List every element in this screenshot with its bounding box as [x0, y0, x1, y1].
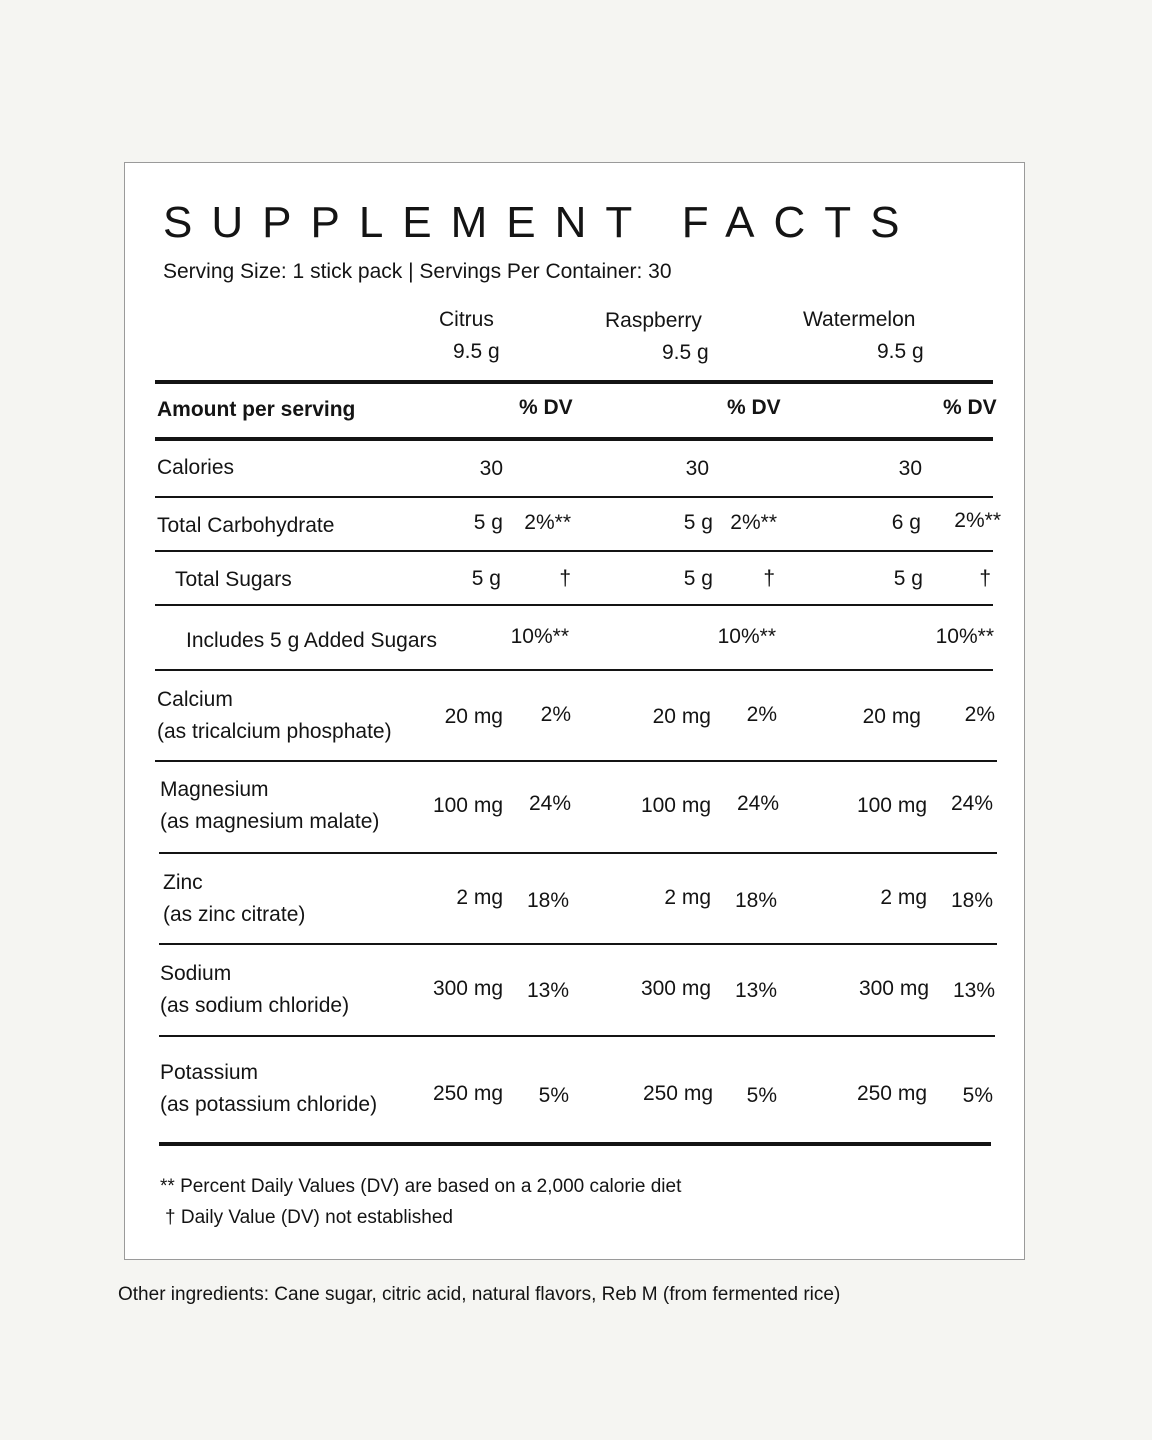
nutrient-amount: 250 mg	[642, 1082, 713, 1105]
nutrient-dv: 2%	[964, 703, 995, 726]
nutrient-amount: 2 mg	[880, 886, 927, 909]
serving-info: Serving Size: 1 stick pack | Servings Pe…	[163, 260, 672, 283]
nutrient-dv: 10%**	[717, 625, 776, 648]
nutrient-amount: 6 g	[891, 511, 921, 534]
dagger-mark: †	[979, 567, 991, 590]
row-divider	[159, 943, 997, 945]
nutrient-label: Total Sugars	[175, 568, 292, 591]
header-thick-rule	[155, 437, 993, 441]
row-divider	[155, 550, 993, 552]
nutrient-dv: 2%**	[954, 509, 1001, 532]
row-divider	[155, 760, 997, 762]
nutrient-dv: 5%	[746, 1084, 777, 1107]
nutrient-dv: 18%	[950, 889, 993, 912]
nutrient-dv: 24%	[736, 792, 779, 815]
nutrient-dv: 5%	[538, 1084, 569, 1107]
nutrient-amount: 20 mg	[444, 705, 503, 728]
nutrient-source: (as sodium chloride)	[160, 994, 350, 1017]
dagger-mark: †	[763, 567, 775, 590]
nutrient-dv: 5%	[962, 1084, 993, 1107]
nutrient-dv: 2%	[746, 703, 777, 726]
row-divider	[155, 669, 993, 671]
column-weight-watermelon: 9.5 g	[877, 340, 924, 363]
nutrient-source: (as zinc citrate)	[163, 903, 306, 926]
dv-header-citrus: % DV	[519, 396, 573, 419]
nutrient-amount: 5 g	[471, 567, 501, 590]
nutrient-amount: 30	[685, 457, 709, 480]
nutrient-amount: 250 mg	[432, 1082, 503, 1105]
nutrient-amount: 250 mg	[856, 1082, 927, 1105]
nutrient-dv: 18%	[526, 889, 569, 912]
row-divider	[159, 1035, 995, 1037]
nutrient-dv: 2%	[540, 703, 571, 726]
nutrient-dv: 2%**	[524, 511, 571, 534]
nutrient-dv: 13%	[526, 979, 569, 1002]
column-name-watermelon: Watermelon	[803, 308, 916, 331]
dv-header-raspberry: % DV	[727, 396, 781, 419]
nutrient-dv: 24%	[528, 792, 571, 815]
nutrient-amount: 5 g	[683, 511, 713, 534]
nutrient-amount: 5 g	[473, 511, 503, 534]
nutrient-amount: 300 mg	[432, 977, 503, 1000]
column-weight-citrus: 9.5 g	[453, 340, 500, 363]
dv-header-watermelon: % DV	[943, 396, 997, 419]
nutrient-amount: 30	[479, 457, 503, 480]
nutrient-source: (as potassium chloride)	[160, 1093, 378, 1116]
column-weight-raspberry: 9.5 g	[662, 341, 709, 364]
dagger-mark: †	[559, 567, 571, 590]
nutrient-amount: 2 mg	[456, 886, 503, 909]
nutrient-label: Total Carbohydrate	[157, 514, 335, 537]
nutrient-amount: 2 mg	[664, 886, 711, 909]
nutrient-amount: 100 mg	[640, 794, 711, 817]
nutrient-label: Magnesium	[160, 778, 269, 801]
nutrient-amount: 5 g	[893, 567, 923, 590]
column-name-raspberry: Raspberry	[605, 309, 702, 332]
bottom-thick-rule	[159, 1142, 991, 1146]
panel-title: SUPPLEMENT FACTS	[163, 198, 919, 247]
nutrient-source: (as magnesium malate)	[160, 810, 380, 833]
nutrient-label: Calcium	[157, 688, 233, 711]
amount-per-serving-label: Amount per serving	[157, 398, 356, 421]
nutrient-dv: 10%**	[935, 625, 994, 648]
nutrient-label: Calories	[157, 456, 235, 479]
column-name-citrus: Citrus	[439, 308, 494, 331]
nutrient-dv: 2%**	[730, 511, 777, 534]
row-divider	[155, 604, 993, 606]
other-ingredients: Other ingredients: Cane sugar, citric ac…	[118, 1284, 841, 1305]
nutrient-amount: 5 g	[683, 567, 713, 590]
nutrient-source: (as tricalcium phosphate)	[157, 720, 392, 743]
nutrient-dv: 10%**	[510, 625, 569, 648]
row-divider	[155, 496, 993, 498]
supplement-facts-panel: SUPPLEMENT FACTS Serving Size: 1 stick p…	[124, 162, 1025, 1260]
nutrient-label: Includes 5 g Added Sugars	[186, 629, 438, 652]
nutrient-dv: 13%	[952, 979, 995, 1002]
top-thick-rule	[155, 380, 993, 384]
nutrient-dv: 13%	[734, 979, 777, 1002]
nutrient-amount: 300 mg	[640, 977, 711, 1000]
nutrient-amount: 30	[898, 457, 922, 480]
nutrient-dv: 18%	[734, 889, 777, 912]
row-divider	[159, 852, 997, 854]
nutrient-amount: 20 mg	[862, 705, 921, 728]
nutrient-amount: 100 mg	[432, 794, 503, 817]
nutrient-amount: 20 mg	[652, 705, 711, 728]
nutrient-label: Zinc	[163, 871, 203, 894]
nutrient-amount: 100 mg	[856, 794, 927, 817]
nutrient-dv: 24%	[950, 792, 993, 815]
footnote-dagger: † Daily Value (DV) not established	[165, 1207, 453, 1228]
footnote-dv-basis: ** Percent Daily Values (DV) are based o…	[160, 1176, 682, 1197]
nutrient-amount: 300 mg	[858, 977, 929, 1000]
nutrient-label: Sodium	[160, 962, 232, 985]
nutrient-label: Potassium	[160, 1061, 259, 1084]
